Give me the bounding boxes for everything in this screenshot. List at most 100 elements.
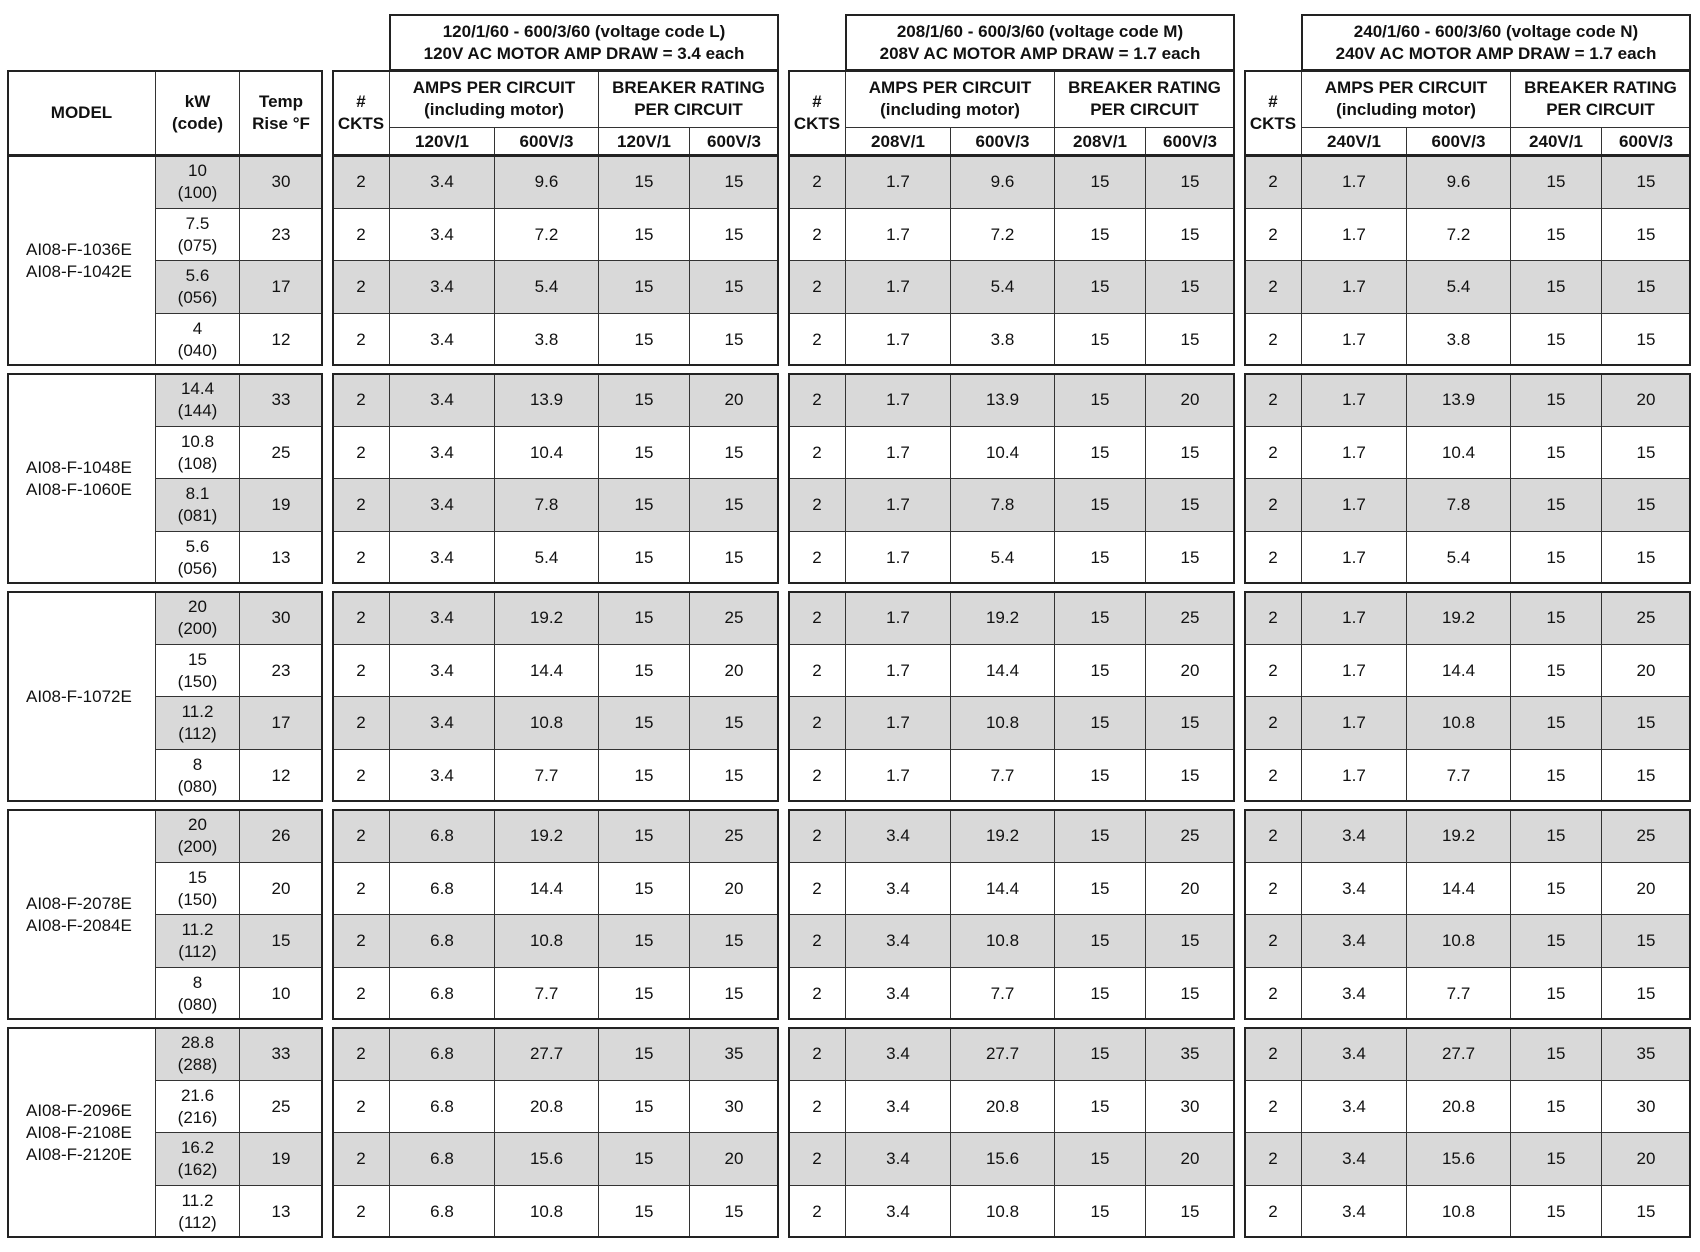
amps-1ph-cell: 6.8 <box>389 1132 495 1186</box>
ckts-cell-text: 2 <box>812 1096 822 1116</box>
breaker-1ph-cell-text: 15 <box>1090 1096 1110 1116</box>
temp-rise-cell-text: 23 <box>271 224 291 244</box>
temp-rise-cell-text: 13 <box>271 547 291 567</box>
amps-1ph-cell-text: 1.7 <box>886 713 910 732</box>
ckts-cell: 2 <box>788 1080 846 1133</box>
model-cell-text: AI08-F-2078E AI08-F-2084E <box>26 893 132 935</box>
breaker-3ph-cell-text: 25 <box>1636 826 1656 845</box>
temp-rise-cell-text: 30 <box>271 172 291 191</box>
breaker-3ph-cell: 20 <box>1145 1132 1235 1186</box>
breaker-1ph-cell-text: 15 <box>1090 765 1110 785</box>
temp-rise-cell-text: 17 <box>271 713 291 732</box>
ckts-cell: 2 <box>1244 426 1302 479</box>
amps-3ph-cell: 7.7 <box>950 749 1055 802</box>
section-title: 120/1/60 - 600/3/60 (voltage code L) 120V… <box>389 14 779 71</box>
amps-1ph-cell: 3.4 <box>389 644 495 697</box>
ckts-cell-text: 2 <box>1268 329 1278 349</box>
amps-3ph-cell-text: 13.9 <box>529 390 564 409</box>
amps-1ph-cell-text: 1.7 <box>1342 660 1366 680</box>
ckts-cell: 2 <box>332 373 390 427</box>
amps-3ph-cell: 27.7 <box>494 1027 599 1081</box>
temp-rise-cell-text: 19 <box>271 495 291 514</box>
amps-1ph-cell-text: 3.4 <box>430 277 454 296</box>
breaker-1ph-cell-text: 15 <box>634 765 654 785</box>
breaker-3ph-cell-text: 15 <box>724 329 744 349</box>
breaker-1ph-cell: 15 <box>1510 1027 1602 1081</box>
breaker-1ph-cell: 15 <box>1054 914 1146 968</box>
breaker-3ph-cell-text: 30 <box>724 1096 744 1116</box>
breaker-1ph-cell: 15 <box>1510 749 1602 802</box>
breaker-3ph-cell: 15 <box>1601 967 1691 1020</box>
breaker-1ph-cell: 15 <box>1510 531 1602 584</box>
ckts-cell: 2 <box>332 1027 390 1081</box>
amps-3ph-cell-text: 7.2 <box>534 224 559 244</box>
amps-3ph-cell-text: 9.6 <box>1446 172 1471 191</box>
breaker-1ph-cell-text: 15 <box>634 983 654 1003</box>
amps-3ph-cell: 19.2 <box>494 591 599 645</box>
temp-rise-cell: 17 <box>239 260 323 314</box>
ckts-cell: 2 <box>788 644 846 697</box>
ckts-cell-text: 2 <box>1268 1096 1278 1116</box>
breaker-1ph-cell-text: 15 <box>1090 442 1110 462</box>
ckts-cell-text: 2 <box>812 329 822 349</box>
amps-1ph-cell: 3.4 <box>1301 914 1407 968</box>
amps-1ph-cell-text: 3.4 <box>430 442 454 462</box>
amps-1ph-cell: 3.4 <box>845 967 951 1020</box>
breaker-1ph-cell: 15 <box>598 1132 690 1186</box>
breaker-1ph-cell: 15 <box>598 208 690 261</box>
amps-3ph-cell-text: 15.6 <box>1441 1149 1476 1168</box>
breaker-1ph-cell-text: 15 <box>1090 931 1110 950</box>
amps-1ph-cell: 1.7 <box>1301 260 1407 314</box>
temp-rise-cell: 20 <box>239 862 323 915</box>
amps-1ph-cell-text: 1.7 <box>886 442 910 462</box>
amps-1ph-cell: 3.4 <box>845 1132 951 1186</box>
temp-rise-cell: 19 <box>239 1132 323 1186</box>
amps-1ph-cell: 6.8 <box>389 1027 495 1081</box>
amps-1ph-cell: 1.7 <box>1301 749 1407 802</box>
breaker-1ph-cell: 15 <box>1054 426 1146 479</box>
breaker-1ph-cell: 15 <box>598 749 690 802</box>
subheader-600v-3: 600V/3 <box>950 127 1055 156</box>
header-model-text: MODEL <box>50 103 113 122</box>
breaker-1ph-cell-text: 15 <box>1546 878 1566 898</box>
amps-3ph-cell-text: 10.8 <box>985 713 1020 732</box>
header-temp-rise-text: Temp Rise °F <box>252 92 310 133</box>
ckts-cell: 2 <box>1244 809 1302 863</box>
ckts-cell: 2 <box>332 749 390 802</box>
amps-1ph-cell: 1.7 <box>845 591 951 645</box>
breaker-3ph-cell-text: 15 <box>1180 713 1200 732</box>
kw-cell: 10.8 (108) <box>155 426 240 479</box>
amps-3ph-cell-text: 5.4 <box>990 547 1015 567</box>
ckts-cell-text: 2 <box>1268 224 1278 244</box>
amps-1ph-cell: 3.4 <box>389 313 495 366</box>
temp-rise-cell-text: 20 <box>271 878 291 898</box>
model-cell-text: AI08-F-1048E AI08-F-1060E <box>26 457 132 499</box>
breaker-3ph-cell: 15 <box>1601 260 1691 314</box>
breaker-3ph-cell-text: 20 <box>724 878 744 898</box>
breaker-1ph-cell-text: 15 <box>1546 1149 1566 1168</box>
amps-3ph-cell-text: 7.7 <box>534 765 559 785</box>
amps-3ph-cell: 14.4 <box>494 644 599 697</box>
temp-rise-cell: 15 <box>239 914 323 968</box>
amps-1ph-cell-text: 1.7 <box>886 224 910 244</box>
breaker-3ph-cell-text: 15 <box>724 172 744 191</box>
breaker-3ph-cell: 20 <box>1145 644 1235 697</box>
ckts-cell-text: 2 <box>812 172 822 191</box>
ckts-cell-text: 2 <box>812 224 822 244</box>
breaker-3ph-cell: 25 <box>1145 591 1235 645</box>
amps-3ph-cell-text: 7.8 <box>1446 495 1471 514</box>
amps-1ph-cell: 3.4 <box>389 208 495 261</box>
amps-1ph-cell: 6.8 <box>389 809 495 863</box>
breaker-3ph-cell-text: 15 <box>1636 277 1656 296</box>
breaker-3ph-cell-text: 15 <box>1180 172 1200 191</box>
breaker-1ph-cell-text: 15 <box>1546 390 1566 409</box>
breaker-3ph-cell: 15 <box>689 531 779 584</box>
breaker-3ph-cell-text: 15 <box>1180 983 1200 1003</box>
ckts-cell-text: 2 <box>812 608 822 627</box>
kw-cell-text: 5.6 (056) <box>177 266 218 307</box>
breaker-3ph-cell-text: 15 <box>724 713 744 732</box>
breaker-1ph-cell-text: 15 <box>634 390 654 409</box>
ckts-cell-text: 2 <box>812 390 822 409</box>
temp-rise-cell: 33 <box>239 1027 323 1081</box>
